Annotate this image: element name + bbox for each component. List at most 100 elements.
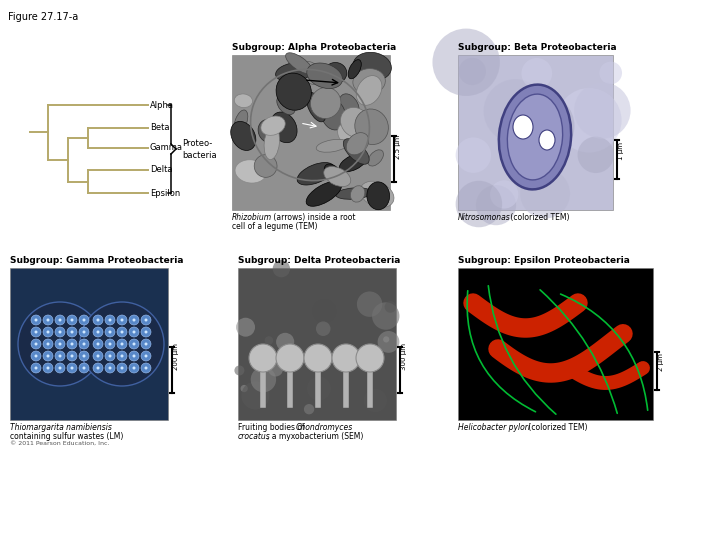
Circle shape: [378, 331, 400, 353]
Circle shape: [43, 315, 53, 325]
Ellipse shape: [271, 112, 297, 143]
Ellipse shape: [508, 94, 562, 180]
Ellipse shape: [356, 76, 382, 105]
Circle shape: [332, 344, 360, 372]
Circle shape: [520, 168, 570, 219]
Ellipse shape: [355, 109, 388, 145]
Circle shape: [235, 366, 244, 375]
Ellipse shape: [307, 63, 343, 89]
Circle shape: [58, 342, 61, 346]
Circle shape: [145, 367, 148, 369]
Circle shape: [47, 342, 50, 346]
Circle shape: [120, 319, 124, 321]
Circle shape: [132, 319, 135, 321]
Circle shape: [273, 260, 290, 278]
Circle shape: [71, 354, 73, 357]
Circle shape: [241, 382, 269, 409]
Text: 200 μm: 200 μm: [173, 343, 179, 370]
Ellipse shape: [261, 116, 285, 136]
Text: Gamma: Gamma: [150, 144, 183, 152]
Circle shape: [141, 351, 151, 361]
Circle shape: [141, 327, 151, 337]
Ellipse shape: [348, 59, 361, 79]
Ellipse shape: [258, 119, 280, 143]
Circle shape: [120, 354, 124, 357]
Circle shape: [55, 363, 65, 373]
Circle shape: [360, 353, 376, 368]
Circle shape: [55, 351, 65, 361]
Circle shape: [304, 404, 314, 414]
Circle shape: [141, 315, 151, 325]
Ellipse shape: [230, 122, 256, 151]
Circle shape: [31, 351, 41, 361]
Circle shape: [129, 315, 139, 325]
Bar: [458, 55, 613, 210]
Text: Beta: Beta: [150, 124, 169, 132]
Circle shape: [83, 319, 86, 321]
Ellipse shape: [499, 85, 571, 190]
Circle shape: [18, 302, 102, 386]
Ellipse shape: [316, 139, 348, 152]
Ellipse shape: [513, 115, 533, 139]
Circle shape: [79, 351, 89, 361]
Circle shape: [43, 363, 53, 373]
Ellipse shape: [310, 87, 341, 119]
Circle shape: [67, 315, 77, 325]
Circle shape: [47, 319, 50, 321]
Circle shape: [433, 29, 500, 96]
Circle shape: [96, 330, 99, 334]
Bar: [458, 268, 653, 420]
Circle shape: [35, 330, 37, 334]
Text: Delta: Delta: [150, 165, 173, 174]
Circle shape: [105, 339, 115, 349]
Circle shape: [43, 351, 53, 361]
Ellipse shape: [234, 110, 248, 133]
Circle shape: [58, 330, 61, 334]
Circle shape: [574, 82, 631, 139]
Circle shape: [120, 367, 124, 369]
Circle shape: [79, 315, 89, 325]
Text: (colorized TEM): (colorized TEM): [526, 423, 588, 432]
Text: © 2011 Pearson Education, Inc.: © 2011 Pearson Education, Inc.: [10, 441, 109, 446]
Ellipse shape: [301, 62, 321, 84]
Text: bacteria: bacteria: [182, 151, 217, 159]
Circle shape: [105, 327, 115, 337]
Circle shape: [31, 327, 41, 337]
Circle shape: [109, 319, 112, 321]
Text: containing sulfur wastes (LM): containing sulfur wastes (LM): [10, 432, 123, 441]
Circle shape: [71, 342, 73, 346]
Circle shape: [83, 354, 86, 357]
Ellipse shape: [336, 188, 372, 199]
Bar: [10, 268, 168, 420]
Circle shape: [55, 339, 65, 349]
Ellipse shape: [360, 181, 394, 207]
Ellipse shape: [276, 63, 312, 82]
Circle shape: [55, 327, 65, 337]
Circle shape: [145, 319, 148, 321]
Ellipse shape: [351, 186, 365, 202]
Circle shape: [145, 354, 148, 357]
Circle shape: [129, 363, 139, 373]
Circle shape: [120, 342, 124, 346]
Circle shape: [132, 367, 135, 369]
Ellipse shape: [324, 166, 351, 187]
Circle shape: [577, 137, 614, 173]
Circle shape: [265, 336, 273, 345]
Bar: [238, 268, 396, 420]
Text: Alpha: Alpha: [150, 100, 174, 110]
Circle shape: [96, 319, 99, 321]
Circle shape: [132, 342, 135, 346]
Ellipse shape: [324, 63, 347, 83]
Circle shape: [31, 363, 41, 373]
Circle shape: [71, 367, 73, 369]
Circle shape: [141, 363, 151, 373]
Circle shape: [35, 342, 37, 346]
Ellipse shape: [276, 95, 295, 114]
Bar: [232, 55, 390, 210]
Circle shape: [79, 339, 89, 349]
Circle shape: [141, 339, 151, 349]
Circle shape: [599, 62, 622, 84]
Circle shape: [67, 351, 77, 361]
FancyArrowPatch shape: [467, 291, 536, 412]
Text: Subgroup: Gamma Proteobacteria: Subgroup: Gamma Proteobacteria: [10, 256, 184, 265]
